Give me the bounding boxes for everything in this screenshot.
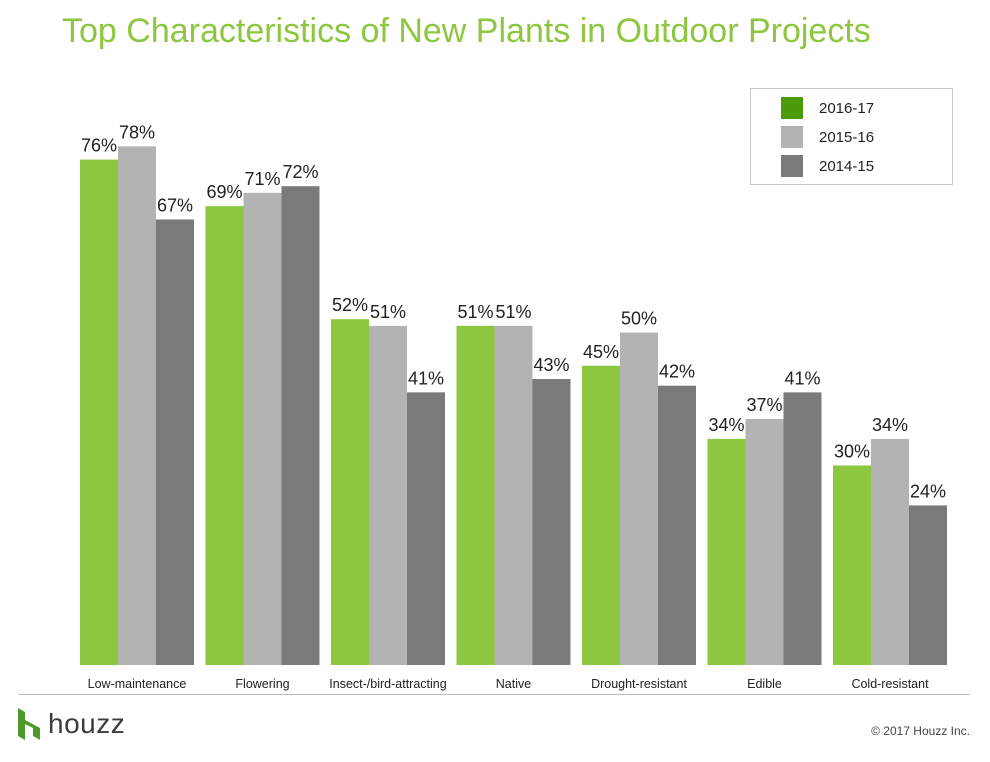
bar-low-maintenance-2014-15 [156,219,194,665]
chart-legend: 2016-17 2015-16 2014-15 [750,88,953,185]
bar-drought-resistant-2016-17 [582,365,620,665]
legend-swatch [781,155,803,177]
bar-low-maintenance-2015-16 [118,146,156,666]
data-label: 78% [119,122,155,142]
legend-item-2016-17: 2016-17 [781,97,874,119]
legend-swatch [781,97,803,119]
category-label: Edible [747,677,782,691]
data-label: 72% [282,162,318,182]
bar-native-2014-15 [532,379,571,665]
data-label: 34% [708,415,744,435]
bar-native-2016-17 [456,325,495,665]
category-label: Low-maintenance [88,677,187,691]
bar-flowering-2016-17 [205,206,244,665]
bar-flowering-2014-15 [281,186,320,665]
bar-cold-resistant-2015-16 [871,438,909,665]
bar-drought-resistant-2015-16 [620,332,658,665]
data-label: 69% [206,182,242,202]
data-label: 41% [784,368,820,388]
category-label: Native [496,677,531,691]
data-label: 50% [621,309,657,329]
data-label: 76% [81,136,117,156]
data-label: 51% [495,302,531,322]
bar-native-2015-16 [494,325,533,665]
category-label: Insect-/bird-attracting [329,677,446,691]
bar-edible-2015-16 [745,418,784,665]
legend-label: 2014-15 [819,157,875,175]
data-label: 24% [910,481,946,501]
data-label: 52% [332,295,368,315]
category-label: Flowering [235,677,289,691]
data-label: 51% [457,302,493,322]
data-label: 41% [408,368,444,388]
bar-cold-resistant-2014-15 [909,505,947,665]
category-label: Cold-resistant [851,677,929,691]
data-label: 67% [157,195,193,215]
legend-swatch [781,126,803,148]
data-label: 71% [244,169,280,189]
category-label: Drought-resistant [591,677,687,691]
bar-edible-2016-17 [707,438,746,665]
legend-item-2015-16: 2015-16 [781,126,874,148]
legend-item-2014-15: 2014-15 [781,155,874,177]
data-label: 42% [659,362,695,382]
data-label: 51% [370,302,406,322]
bar-insect-bird-attracting-2015-16 [369,325,407,665]
legend-label: 2015-16 [819,128,875,146]
logo-text: houzz [48,708,126,739]
houzz-logo: houzz [18,708,125,740]
copyright-text: © 2017 Houzz Inc. [871,724,970,738]
houzz-leaf-icon [18,708,40,740]
data-label: 45% [583,342,619,362]
data-label: 37% [746,395,782,415]
chart-title: Top Characteristics of New Plants in Out… [62,12,871,50]
bar-insect-bird-attracting-2014-15 [407,392,445,665]
bar-drought-resistant-2014-15 [658,385,696,665]
bar-insect-bird-attracting-2016-17 [331,319,369,665]
legend-label: 2016-17 [819,99,875,117]
bar-edible-2014-15 [783,392,822,665]
footer-divider [18,694,970,695]
data-label: 34% [872,415,908,435]
bar-flowering-2015-16 [243,192,282,665]
data-label: 30% [834,442,870,462]
data-label: 43% [533,355,569,375]
bar-low-maintenance-2016-17 [80,159,118,665]
bar-cold-resistant-2016-17 [833,465,871,665]
